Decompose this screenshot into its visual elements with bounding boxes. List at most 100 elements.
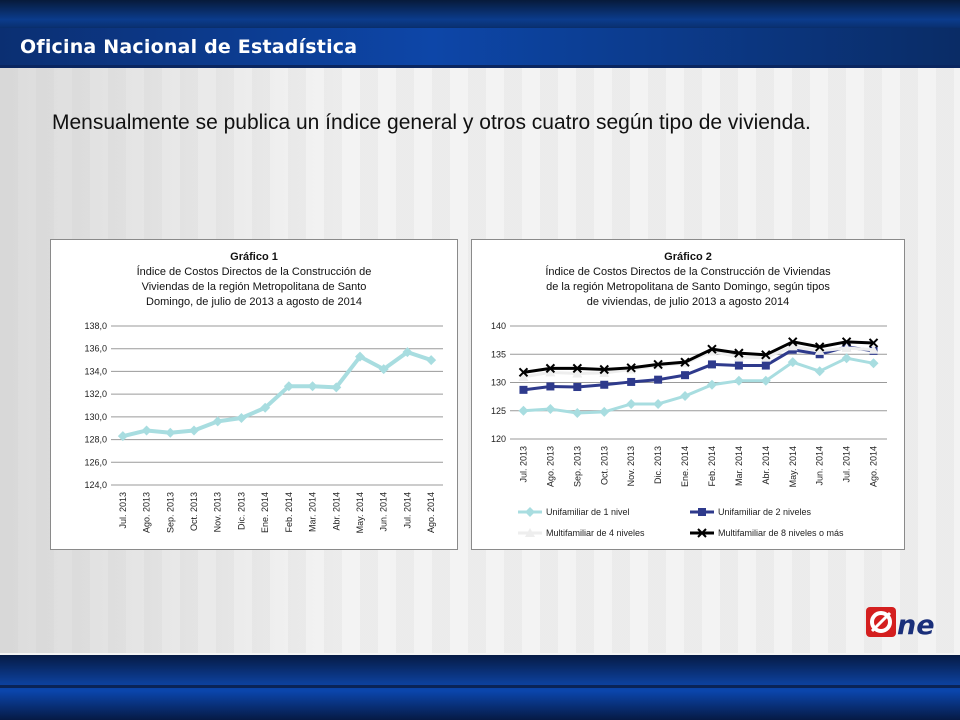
y-tick-label: 134,0 [84,366,107,376]
data-point [814,366,825,377]
x-tick-label: Feb. 2014 [284,492,294,533]
top-banner [0,0,960,28]
x-tick-label: Oct. 2013 [599,446,609,485]
chart-1-caption-line: Índice de Costos Directos de la Construc… [136,266,372,278]
data-point [868,344,879,354]
x-tick-label: May. 2014 [788,446,798,487]
data-point [165,427,176,438]
data-point [307,381,318,392]
x-tick-label: Nov. 2013 [213,492,223,532]
data-point [573,383,582,392]
data-point [841,343,852,353]
chart-1-caption-line: Viviendas de la región Metropolitana de … [141,281,367,293]
data-point [760,352,771,362]
x-tick-label: Jun. 2014 [815,446,825,486]
chart-2-caption: Gráfico 2 Índice de Costos Directos de l… [472,250,904,310]
data-point [626,398,637,409]
x-tick-label: Sep. 2013 [572,446,582,487]
chart-1-panel: Gráfico 1 Índice de Costos Directos de l… [50,239,458,550]
data-point [814,345,825,355]
chart-2-plot: 120 125 130 135 140 Jul. 2013 Ago. 2013 Sep. 20… [491,321,887,538]
y-tick-label: 130 [491,378,506,388]
y-tick-label: 138,0 [84,321,107,331]
x-tick-label: Dic. 2013 [653,446,663,484]
legend-label: Multifamiliar de 4 niveles [546,528,645,538]
data-point [654,375,663,384]
legend-label: Unifamiliar de 2 niveles [718,507,812,517]
y-tick-label: 135 [491,349,506,359]
data-point [572,363,583,374]
data-point [141,425,152,436]
data-point [681,371,690,380]
data-point [868,358,879,369]
data-point [627,377,636,386]
data-point [599,364,609,375]
data-point [787,341,798,351]
x-tick-label: Ago. 2013 [142,492,152,533]
data-point [236,412,247,423]
chart-2-caption-line: de la región Metropolitana de Santo Domi… [546,281,830,293]
data-point [761,350,771,360]
data-point [260,402,271,413]
header-title: Oficina Nacional de Estadística [20,36,358,58]
data-point [545,367,556,377]
series-line [523,340,874,374]
data-point [653,398,664,409]
x-tick-label: Jun. 2014 [379,492,389,532]
x-tick-label: Ago. 2014 [426,492,436,533]
data-point [706,346,717,356]
x-tick-label: Ago. 2013 [545,446,555,487]
x-tick-label: Dic. 2013 [236,492,246,530]
x-tick-label: Mar. 2014 [308,492,318,532]
intro-text: Mensualmente se publica un índice genera… [52,111,811,134]
legend-marker [697,528,707,538]
data-point [518,371,529,381]
y-tick-label: 132,0 [84,389,107,399]
x-tick-label: Mar. 2014 [734,446,744,486]
legend-marker [698,508,706,516]
series-line [523,345,874,392]
data-point [868,338,879,348]
y-tick-label: 136,0 [84,344,107,354]
chart-2-title: Gráfico 2 [664,251,712,263]
x-tick-label: Abr. 2014 [331,492,341,531]
chart-1-caption: Gráfico 1 Índice de Costos Directos de l… [51,250,457,310]
data-point [572,368,583,378]
data-point [546,382,555,391]
x-tick-label: Nov. 2013 [626,446,636,486]
data-point [841,337,852,347]
x-tick-label: Jul. 2013 [118,492,128,529]
x-tick-label: Sep. 2013 [165,492,175,533]
data-point [402,347,413,358]
svg-text:ne: ne [897,610,935,639]
x-tick-label: Ago. 2014 [869,446,879,487]
x-tick-label: Jul. 2014 [402,492,412,529]
x-tick-label: Jul. 2014 [842,446,852,483]
data-point [788,337,798,347]
data-point [355,351,365,362]
chart-2-caption-line: Índice de Costos Directos de la Construc… [545,266,831,278]
data-point [600,380,609,389]
data-point [519,385,528,394]
x-tick-label: Ene. 2014 [680,446,690,487]
legend-marker [525,528,535,537]
legend-label: Multifamiliar de 8 niveles o más [718,528,844,538]
data-point [117,431,128,442]
x-tick-label: May. 2014 [355,492,365,533]
data-point [787,357,798,368]
one-logo-icon: ne [866,607,935,639]
x-tick-label: Ene. 2014 [260,492,270,533]
title-bar [0,28,960,68]
data-point [653,359,663,370]
data-point [680,391,691,402]
chart-2-panel: Gráfico 2 Índice de Costos Directos de l… [471,239,905,550]
data-point [518,405,529,416]
data-point [733,375,744,386]
data-point [545,404,556,415]
data-point [545,363,556,374]
y-tick-label: 120 [491,434,506,444]
data-point [283,381,294,392]
data-point [599,367,610,377]
data-point [426,355,437,366]
data-point [212,416,223,427]
